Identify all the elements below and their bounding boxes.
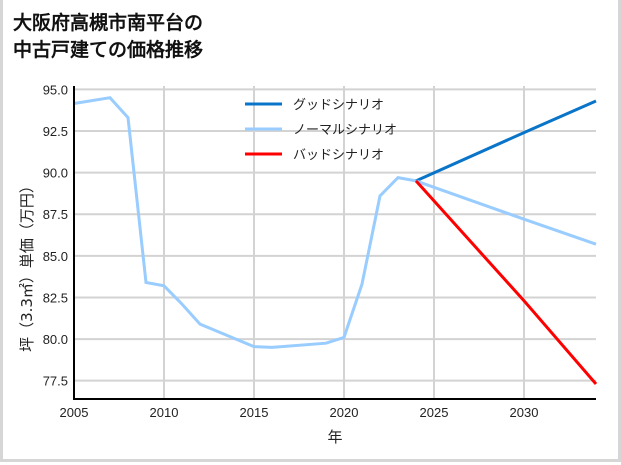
chart-title-line2: 中古戸建ての価格推移 xyxy=(13,39,204,61)
x-tick-label: 2020 xyxy=(330,405,359,420)
y-tick-label: 85.0 xyxy=(43,249,68,264)
series-line xyxy=(73,96,417,349)
axes xyxy=(73,86,596,400)
x-tick-label: 2030 xyxy=(510,405,539,420)
y-tick-label: 95.0 xyxy=(43,82,68,97)
chart-title-line1: 大阪府高槻市南平台の xyxy=(13,12,204,34)
x-tick-label: 2005 xyxy=(60,405,89,420)
series-line xyxy=(414,179,598,385)
legend-label: グッドシナリオ xyxy=(293,98,384,113)
x-axis-label: 年 xyxy=(327,428,342,446)
y-tick-label: 82.5 xyxy=(43,290,68,305)
y-axis-label: 坪（3.3㎡）単価（万円） xyxy=(18,178,36,352)
series-line xyxy=(415,179,597,246)
legend-label: ノーマルシナリオ xyxy=(293,123,397,138)
gridlines xyxy=(74,86,596,399)
series-line xyxy=(415,99,597,183)
chart-title: 大阪府高槻市南平台の 中古戸建ての価格推移 xyxy=(13,10,203,64)
y-tick-label: 80.0 xyxy=(43,332,68,347)
x-tick-label: 2025 xyxy=(420,405,449,420)
y-tick-label: 87.5 xyxy=(43,207,68,222)
data-lines xyxy=(73,96,598,385)
y-tick-label: 92.5 xyxy=(43,124,68,139)
legend-label: バッドシナリオ xyxy=(293,148,384,163)
y-axis-ticks: 95.0 92.5 90.0 87.5 85.0 82.5 80.0 77.5 xyxy=(43,82,68,388)
y-tick-label: 90.0 xyxy=(43,166,68,181)
x-axis-ticks: 2005 2010 2015 2020 2025 2030 xyxy=(60,405,539,420)
x-tick-label: 2010 xyxy=(150,405,179,420)
y-tick-label: 77.5 xyxy=(43,374,68,389)
x-tick-label: 2015 xyxy=(240,405,269,420)
